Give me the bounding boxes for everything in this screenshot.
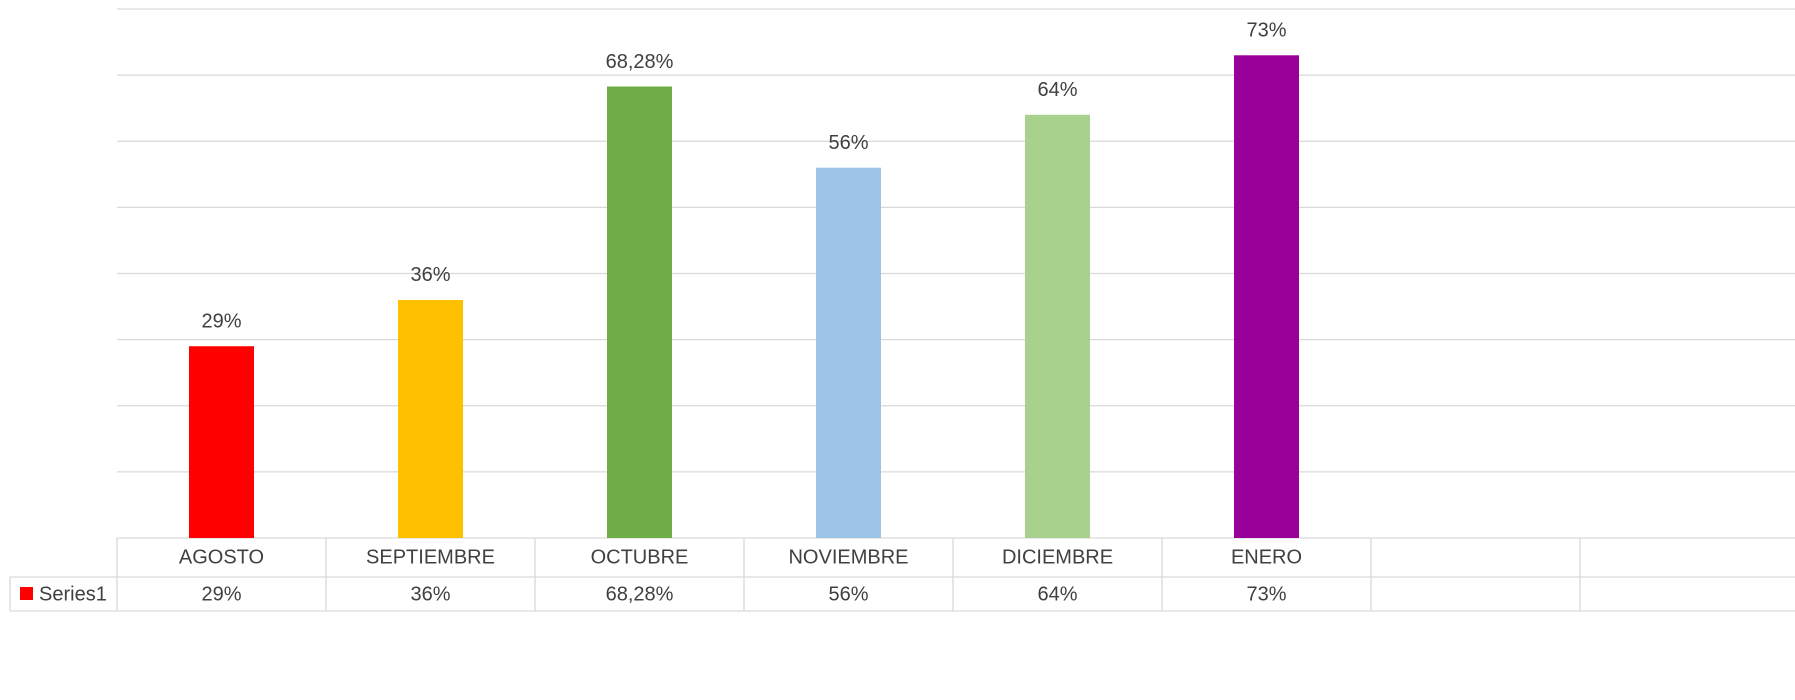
bar <box>607 86 672 538</box>
x-tick-label: AGOSTO <box>179 546 264 568</box>
legend-key <box>20 587 33 600</box>
data-label: 56% <box>828 132 868 154</box>
data-label: 36% <box>410 264 450 286</box>
legend-label: Series1 <box>39 583 107 605</box>
data-label: 73% <box>1246 20 1286 42</box>
data-label: 64% <box>1037 79 1077 101</box>
table-value: 56% <box>828 583 868 605</box>
table-value: 73% <box>1246 583 1286 605</box>
table-value: 64% <box>1037 583 1077 605</box>
data-label: 29% <box>201 311 241 333</box>
table-value: 36% <box>410 583 450 605</box>
x-tick-label: ENERO <box>1231 546 1302 568</box>
bar <box>1025 114 1090 539</box>
x-tick-label: OCTUBRE <box>591 546 689 568</box>
table-value: 29% <box>201 583 241 605</box>
bar <box>398 299 463 538</box>
x-tick-label: SEPTIEMBRE <box>366 546 495 568</box>
x-tick-label: NOVIEMBRE <box>788 546 908 568</box>
bar <box>816 167 881 538</box>
table-value: 68,28% <box>606 583 674 605</box>
data-label: 68,28% <box>606 51 674 73</box>
bar <box>1234 55 1299 538</box>
x-tick-label: DICIEMBRE <box>1002 546 1113 568</box>
bar <box>189 346 254 538</box>
